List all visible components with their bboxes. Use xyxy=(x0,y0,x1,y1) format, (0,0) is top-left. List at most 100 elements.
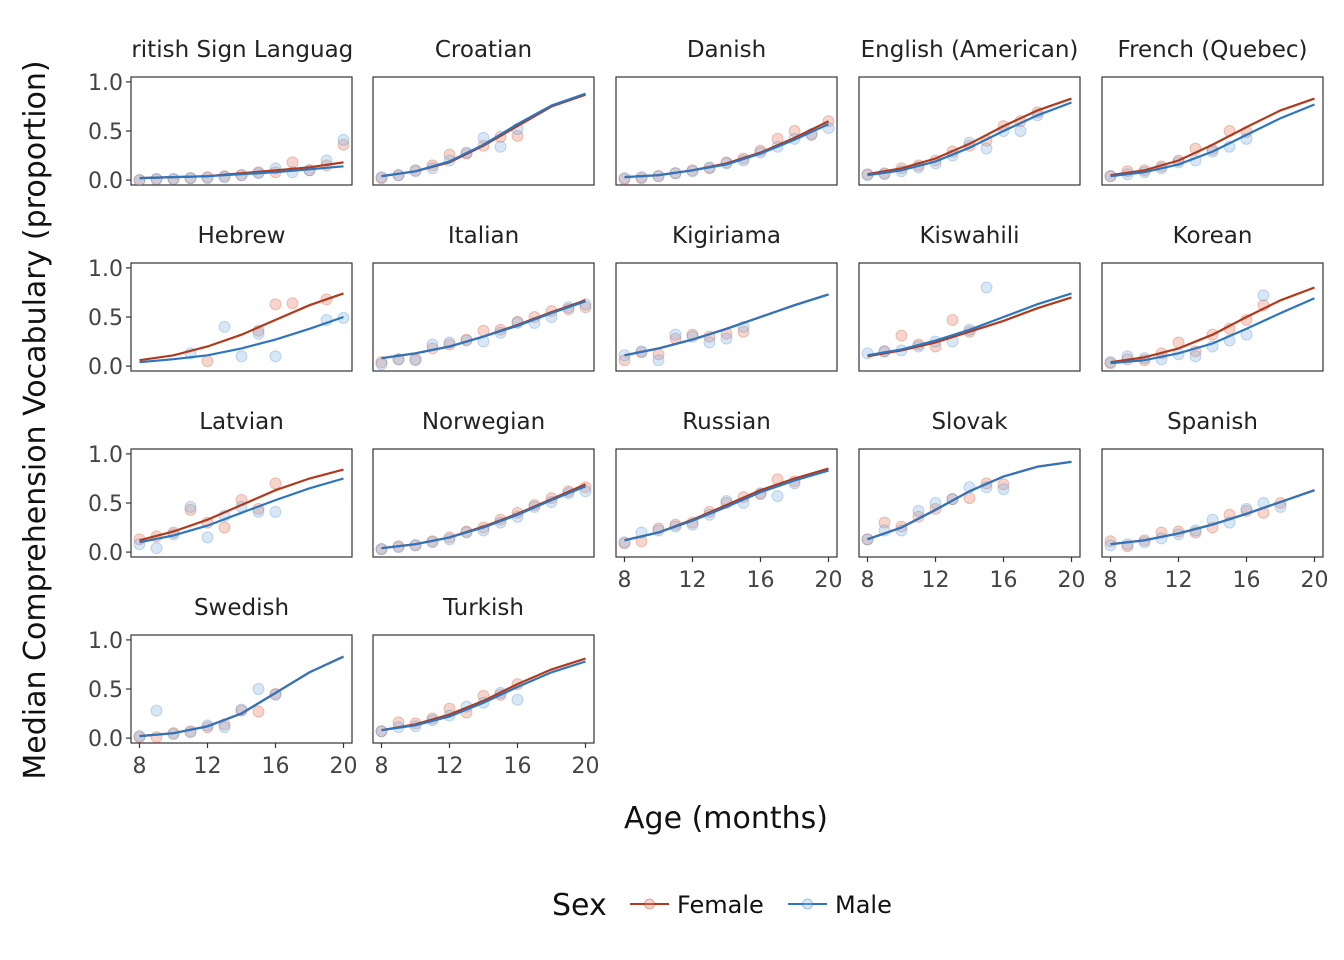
x-tick-label: 20 xyxy=(330,754,358,779)
x-tick-label: 12 xyxy=(679,568,707,593)
plot-area xyxy=(861,281,1072,360)
legend-point-male xyxy=(802,898,813,910)
male-point xyxy=(150,173,163,185)
panel-hebrew: Hebrew 0.0 0.5 1.0 xyxy=(88,223,353,380)
y-tick-label: 1.0 xyxy=(88,629,123,654)
panel-latvian: Latvian 0.0 0.5 1.0 xyxy=(88,409,353,566)
panel-kiswahili: Kiswahili xyxy=(858,223,1081,372)
legend-label-female: Female xyxy=(677,891,764,919)
plot-area xyxy=(861,97,1072,182)
male-point xyxy=(477,131,490,144)
female-point xyxy=(375,356,388,369)
panel-title: Italian xyxy=(448,223,519,249)
panel-border xyxy=(615,76,838,186)
male-point xyxy=(703,336,716,349)
female-point xyxy=(184,172,197,185)
panel-border xyxy=(372,262,595,372)
panel-border xyxy=(372,76,595,186)
plot-area xyxy=(375,481,592,556)
male-point xyxy=(150,704,163,717)
male-point xyxy=(980,142,993,155)
panel-croatian: Croatian xyxy=(372,37,595,186)
panel-border xyxy=(372,634,595,744)
male-curve xyxy=(624,123,829,179)
female-point xyxy=(861,533,874,546)
female-point xyxy=(946,313,959,326)
panel-title: Danish xyxy=(687,37,766,63)
female-curve xyxy=(1110,286,1315,364)
panel-border xyxy=(130,634,353,744)
panel-border xyxy=(615,262,838,372)
male-curve xyxy=(381,300,586,360)
panel-norwegian: Norwegian xyxy=(372,409,595,558)
female-point xyxy=(269,298,282,311)
male-point xyxy=(1014,125,1027,137)
female-point xyxy=(878,516,891,529)
panel-border xyxy=(372,448,595,558)
x-tick-label: 12 xyxy=(436,754,464,779)
plot-area xyxy=(139,292,350,368)
panel-slovak: Slovak 8 12 16 20 xyxy=(858,409,1086,593)
panel-title: Kiswahili xyxy=(919,223,1019,249)
male-point xyxy=(494,140,507,153)
male-point xyxy=(929,497,942,509)
male-point xyxy=(912,504,925,517)
panel-english-american: English (American) xyxy=(858,37,1081,186)
panel-title: Latvian xyxy=(199,409,284,435)
x-tick-label: 16 xyxy=(504,754,532,779)
female-point xyxy=(375,543,388,556)
panel-border xyxy=(615,448,838,558)
male-curve xyxy=(624,469,829,542)
male-point xyxy=(511,693,524,706)
male-point xyxy=(1121,538,1134,551)
male-curve xyxy=(867,460,1072,541)
panel-title: English (American) xyxy=(861,37,1079,63)
x-tick-label: 12 xyxy=(194,754,222,779)
male-point xyxy=(375,543,388,556)
x-tick-label: 12 xyxy=(1165,568,1193,593)
male-curve xyxy=(1110,489,1315,546)
male-point xyxy=(201,172,214,185)
panel-title: Croatian xyxy=(435,37,532,63)
male-point xyxy=(669,328,682,341)
female-point xyxy=(201,355,214,368)
male-curve xyxy=(381,660,586,732)
legend-point-female xyxy=(644,898,655,910)
male-curve xyxy=(139,655,344,738)
plot-area xyxy=(1104,97,1315,183)
panel-border xyxy=(858,448,1081,558)
y-tick-label: 0.5 xyxy=(88,306,123,331)
panel-title: Norwegian xyxy=(422,409,545,435)
male-curve xyxy=(139,165,344,180)
plot-area xyxy=(618,293,829,367)
panel-british-sign-language: British Sign Language 0.0 0.5 1.0 xyxy=(88,37,368,194)
female-point xyxy=(133,731,146,743)
x-axis-title: Age (months) xyxy=(624,801,828,836)
panel-title: British Sign Language xyxy=(116,37,368,63)
legend: Sex Female Male xyxy=(552,888,892,923)
x-tick-label: 8 xyxy=(375,754,389,779)
panel-kigiriama: Kigiriama xyxy=(615,223,838,372)
panel-title: Spanish xyxy=(1167,409,1258,435)
male-point xyxy=(184,172,197,185)
male-point xyxy=(337,133,350,146)
panel-title: Turkish xyxy=(442,595,524,621)
female-point xyxy=(337,138,350,151)
panel-border xyxy=(1101,76,1324,186)
panel-title: Kigiriama xyxy=(672,223,781,249)
male-curve xyxy=(867,292,1072,357)
male-point xyxy=(375,358,388,371)
female-point xyxy=(822,115,835,128)
female-point xyxy=(443,148,456,161)
legend-item-female: Female xyxy=(630,891,764,919)
panel-border xyxy=(1101,448,1324,558)
x-tick-label: 16 xyxy=(262,754,290,779)
male-curve xyxy=(381,92,586,178)
female-point xyxy=(895,329,908,342)
plot-area xyxy=(618,115,835,185)
male-point xyxy=(720,332,733,345)
male-curve xyxy=(139,315,344,364)
y-tick-label: 1.0 xyxy=(88,443,123,468)
male-point xyxy=(269,505,282,518)
female-point xyxy=(150,173,163,185)
